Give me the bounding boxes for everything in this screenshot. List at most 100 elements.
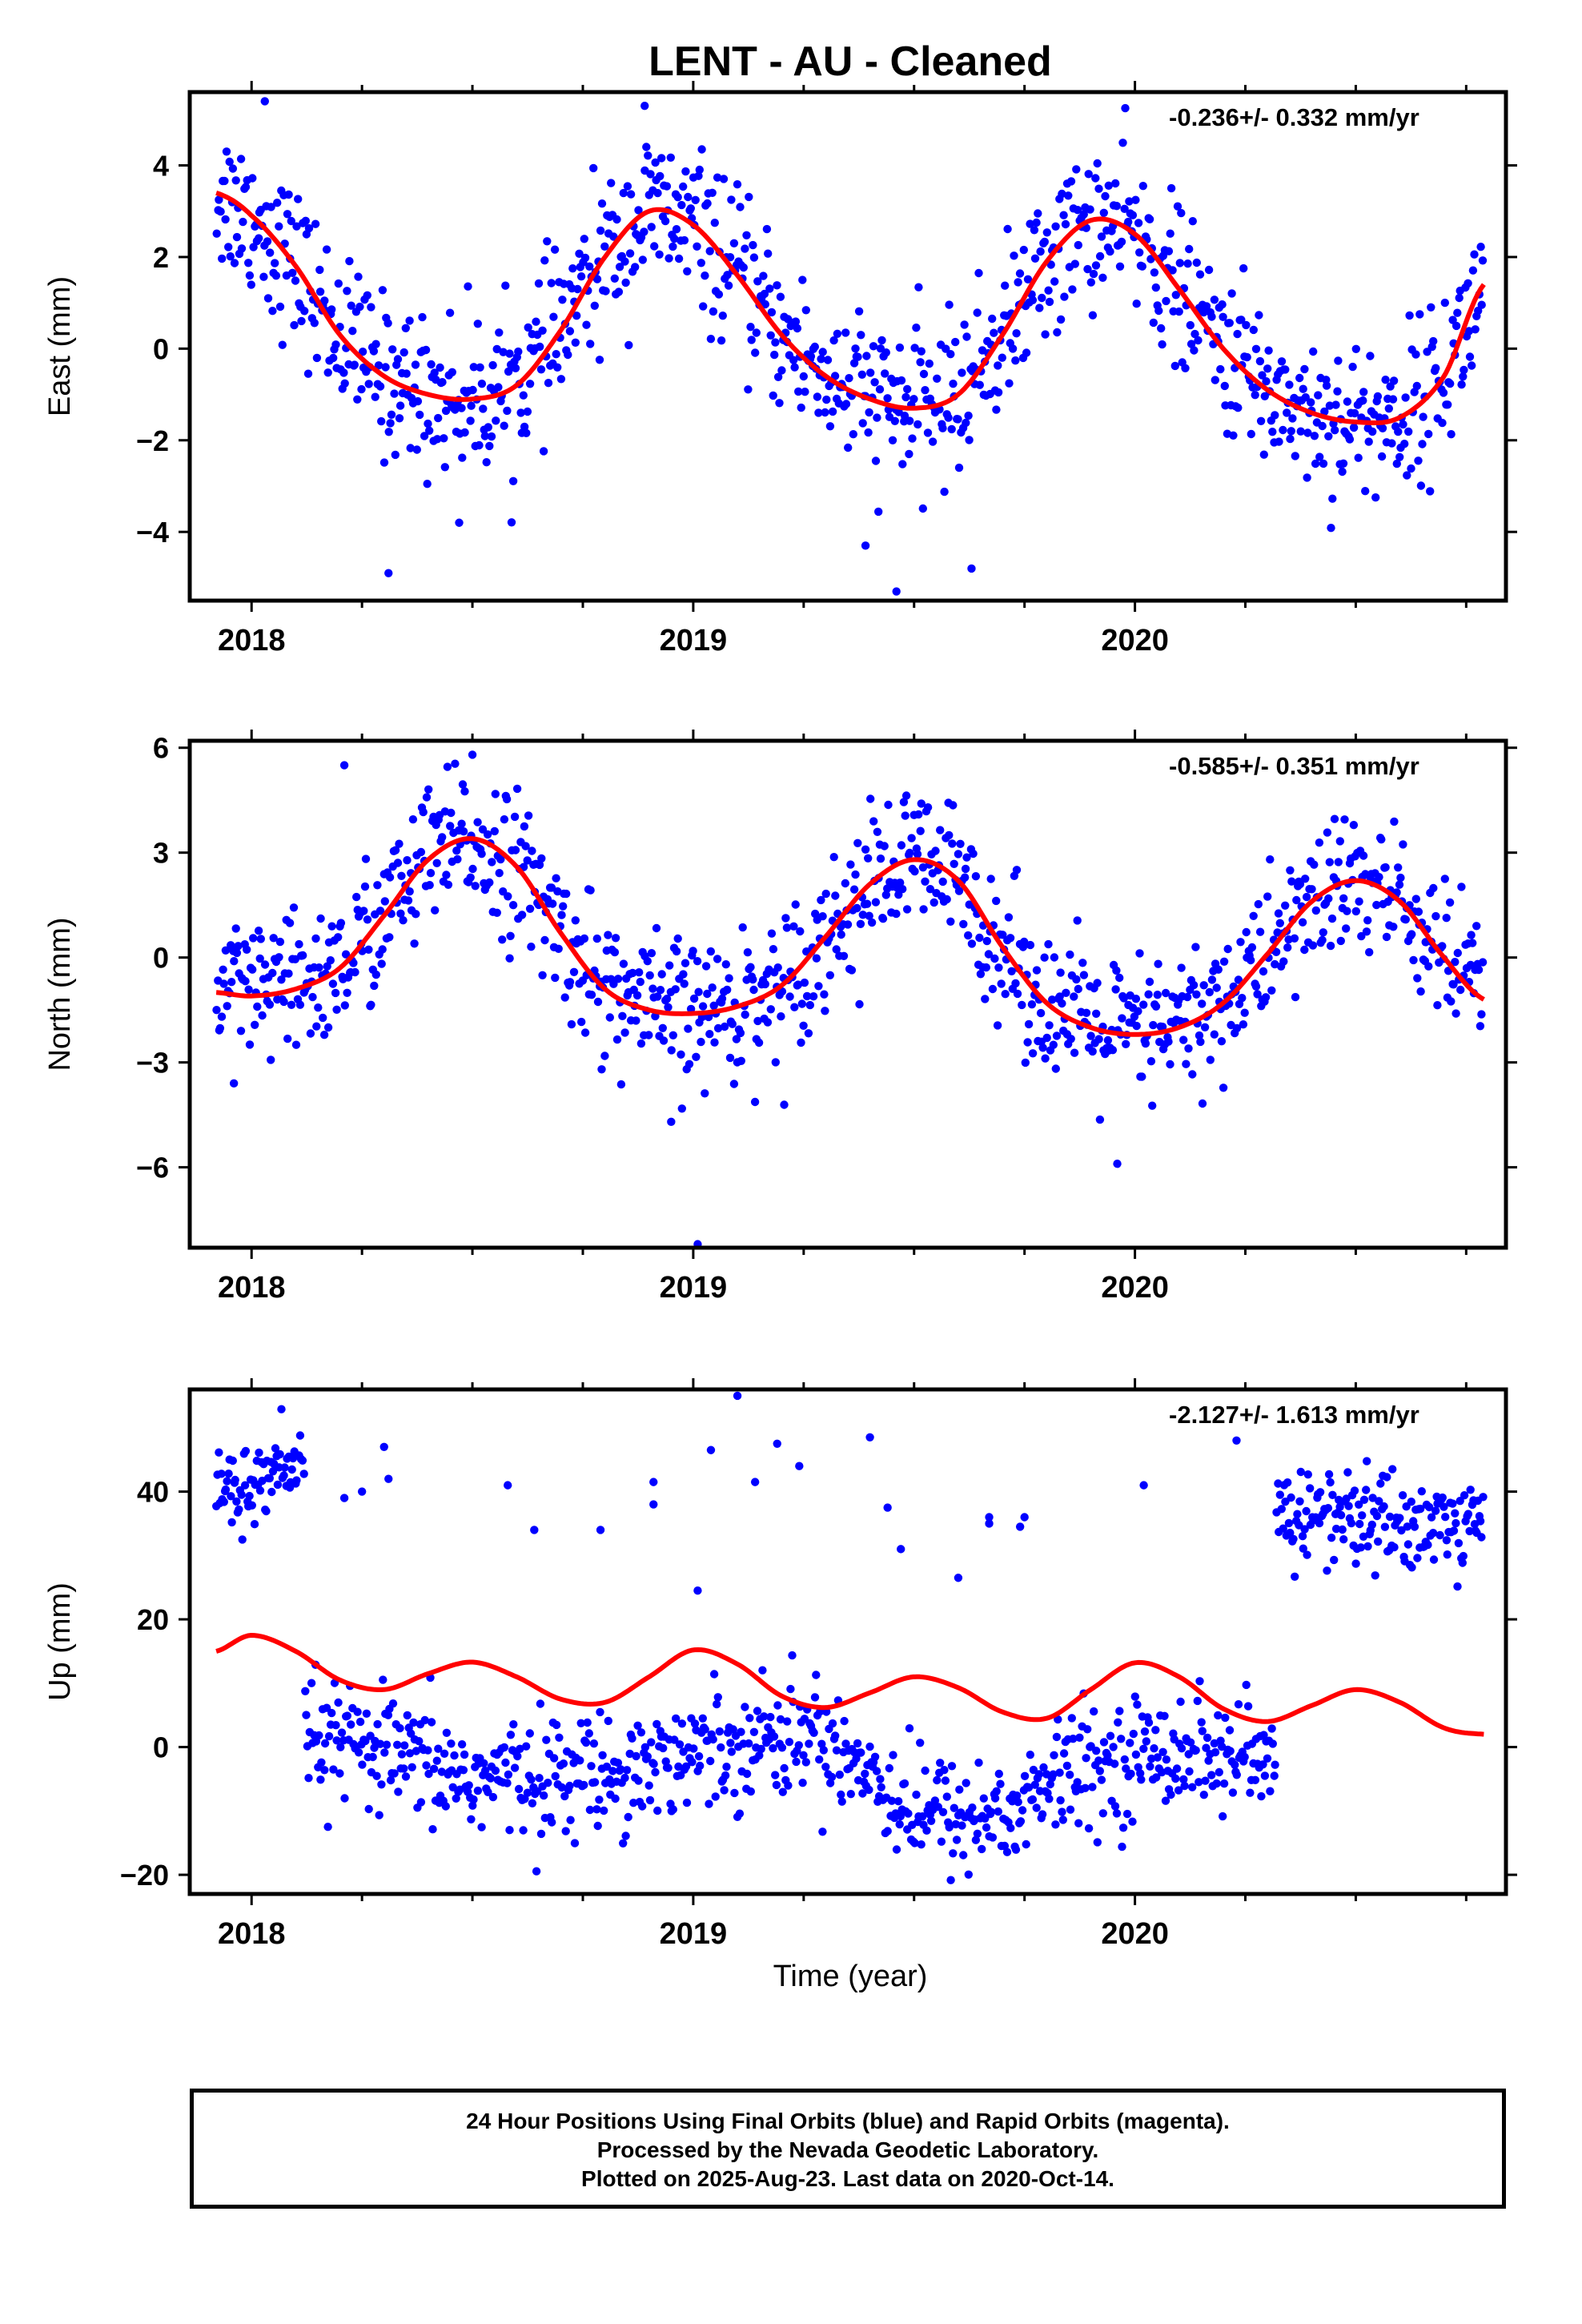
- data-point: [334, 279, 343, 288]
- data-point: [327, 922, 336, 931]
- data-point: [1227, 289, 1236, 298]
- data-point: [323, 1823, 332, 1831]
- data-point: [724, 281, 733, 290]
- data-point: [1050, 1751, 1058, 1759]
- data-point: [299, 1470, 308, 1478]
- data-point: [1350, 1486, 1359, 1495]
- data-point: [758, 1666, 767, 1675]
- data-point: [602, 1762, 612, 1771]
- data-point: [1367, 1520, 1377, 1530]
- data-point: [792, 1757, 801, 1767]
- data-point: [1472, 922, 1481, 931]
- data-point: [221, 215, 230, 224]
- data-point: [386, 419, 395, 428]
- data-point: [604, 931, 612, 939]
- data-point: [908, 434, 917, 443]
- data-point: [1438, 942, 1447, 951]
- data-point: [244, 985, 253, 994]
- data-point: [1414, 907, 1423, 916]
- data-point: [335, 1769, 344, 1778]
- data-point: [236, 1027, 246, 1035]
- data-point: [981, 995, 990, 1003]
- data-point: [553, 363, 562, 372]
- x-tick-label: 2018: [218, 624, 286, 657]
- data-point: [1035, 304, 1044, 312]
- data-point: [777, 366, 786, 375]
- data-point: [377, 959, 386, 968]
- data-point: [730, 1788, 739, 1798]
- data-point: [904, 1809, 913, 1818]
- data-point: [1315, 838, 1324, 847]
- data-point: [589, 1739, 599, 1748]
- data-point: [466, 873, 475, 883]
- data-point: [1302, 1506, 1311, 1516]
- data-point: [287, 216, 295, 226]
- data-point: [506, 1731, 516, 1739]
- data-point: [877, 1783, 885, 1791]
- data-point: [841, 328, 850, 337]
- data-point: [1232, 1436, 1241, 1445]
- data-point: [1335, 1502, 1344, 1512]
- data-point: [228, 164, 238, 173]
- data-point: [1132, 1021, 1141, 1031]
- data-point: [1401, 393, 1410, 402]
- data-point: [580, 235, 588, 243]
- data-point: [746, 323, 755, 332]
- data-point: [566, 1815, 575, 1824]
- data-point: [1135, 949, 1144, 958]
- data-point: [1270, 1771, 1279, 1780]
- data-point: [1004, 913, 1014, 922]
- data-point: [238, 1535, 247, 1544]
- data-point: [1193, 1696, 1203, 1706]
- data-point: [1460, 365, 1468, 375]
- data-point: [736, 203, 745, 211]
- data-point: [677, 1050, 685, 1059]
- data-point: [652, 1719, 661, 1729]
- data-point: [689, 1744, 698, 1753]
- data-point: [801, 306, 810, 315]
- data-point: [752, 328, 761, 337]
- data-point: [416, 847, 426, 857]
- data-point: [982, 936, 992, 946]
- data-point: [536, 365, 546, 374]
- data-point: [837, 1790, 845, 1799]
- data-point: [268, 1467, 278, 1476]
- data-point: [1029, 1765, 1038, 1775]
- data-point: [1331, 400, 1340, 409]
- data-point: [405, 887, 414, 896]
- data-point: [1372, 900, 1381, 910]
- data-point: [777, 1743, 787, 1752]
- data-point: [713, 173, 722, 182]
- data-point: [1428, 1529, 1438, 1538]
- data-point: [457, 404, 466, 412]
- data-point: [269, 934, 278, 943]
- data-point: [512, 784, 522, 794]
- data-point: [290, 320, 299, 330]
- data-point: [1118, 1823, 1128, 1832]
- data-point: [1198, 1099, 1207, 1108]
- data-point: [331, 1721, 340, 1730]
- data-point: [1247, 943, 1257, 952]
- data-point: [1118, 1014, 1126, 1023]
- data-point: [982, 1823, 991, 1832]
- data-point: [971, 872, 981, 881]
- data-point: [436, 363, 444, 372]
- data-point: [751, 348, 760, 357]
- data-point: [667, 1117, 676, 1127]
- data-point: [828, 1719, 837, 1728]
- data-point: [675, 1740, 685, 1749]
- data-point: [754, 1038, 764, 1047]
- data-point: [618, 1011, 627, 1021]
- data-point: [1108, 1046, 1118, 1055]
- data-point: [926, 885, 935, 894]
- data-point: [843, 920, 853, 929]
- data-point: [458, 780, 468, 789]
- data-point: [401, 324, 410, 332]
- data-point: [804, 1029, 813, 1038]
- data-point: [1246, 1788, 1255, 1797]
- data-point: [447, 1739, 456, 1748]
- data-point: [849, 359, 859, 368]
- data-point: [1338, 1525, 1347, 1534]
- data-point: [1334, 356, 1343, 365]
- data-point: [993, 1021, 1002, 1030]
